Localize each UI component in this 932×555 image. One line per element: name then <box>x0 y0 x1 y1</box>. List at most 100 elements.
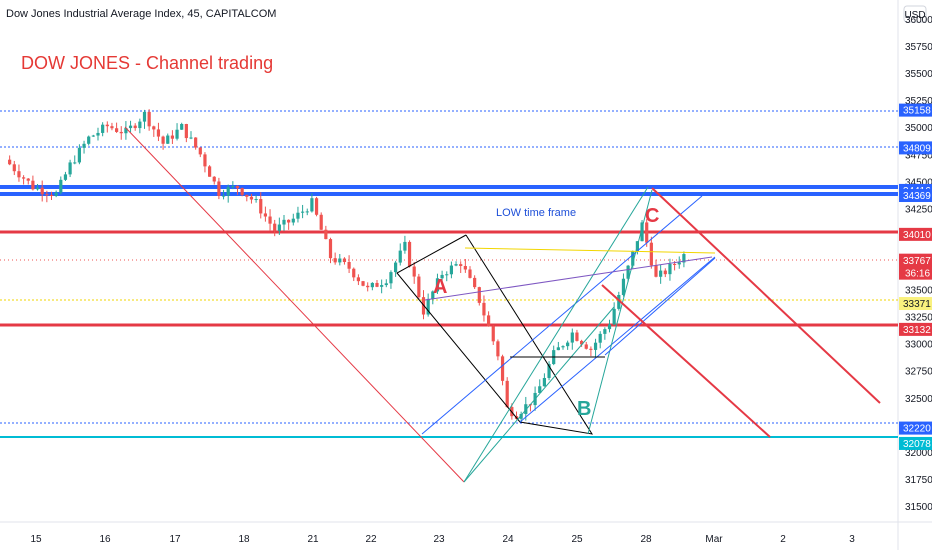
candle-body <box>580 340 584 345</box>
candle-body <box>105 124 109 127</box>
candle-body <box>538 386 542 393</box>
price-tick-label: 31500 <box>905 502 932 513</box>
candle-body <box>305 211 309 213</box>
trend-drawings <box>124 126 881 483</box>
yellow-triangle-line <box>464 247 716 254</box>
price-tag <box>899 421 932 435</box>
candle-body <box>370 282 374 288</box>
candle-body <box>361 281 365 286</box>
price-tag-label: 32220 <box>903 424 931 435</box>
time-tick-label: 2 <box>780 534 786 545</box>
candle-body <box>593 342 598 350</box>
candle-body <box>542 377 546 387</box>
price-tick-label: 33250 <box>905 313 932 324</box>
candle-body <box>287 219 291 223</box>
candle-body <box>231 185 235 188</box>
candle-body <box>133 125 137 129</box>
price-tag-label: 35158 <box>903 106 931 117</box>
candle-body <box>235 185 240 189</box>
candle-body <box>487 315 491 327</box>
candle-body <box>147 111 151 127</box>
blue-channel-upper <box>421 195 703 435</box>
price-tag <box>899 297 932 311</box>
point-label-c: C <box>645 205 659 227</box>
price-tick-label: 35250 <box>905 96 932 107</box>
candle-body <box>412 266 416 277</box>
bar-countdown: 36:16 <box>905 269 930 280</box>
time-tick-label: 28 <box>640 534 652 545</box>
candle-body <box>431 291 435 299</box>
price-tag-label: 34369 <box>903 191 931 202</box>
candle-body <box>40 187 44 195</box>
time-tick-label: 21 <box>307 534 319 545</box>
price-tag <box>899 103 932 117</box>
candle-body <box>217 181 221 196</box>
price-tag <box>899 141 932 155</box>
price-axis[interactable]: USD 315003175032000322503250032750330003… <box>899 5 932 513</box>
candle-body <box>454 264 458 266</box>
candle-body <box>189 137 193 139</box>
candle-body <box>473 277 477 288</box>
candle-body <box>403 241 407 251</box>
candle-body <box>649 242 653 266</box>
candle-body <box>17 171 21 178</box>
candle-body <box>589 348 593 350</box>
candle-body <box>598 333 602 343</box>
price-tag-label: 32078 <box>903 439 931 450</box>
candle-body <box>621 278 626 296</box>
candle-body <box>221 195 226 197</box>
candle-body <box>631 250 635 266</box>
candle-body <box>333 258 337 263</box>
candle-body <box>110 126 114 129</box>
candle-body <box>547 364 551 378</box>
candle-body <box>49 194 54 196</box>
price-tick-label: 32000 <box>905 448 932 459</box>
candle-body <box>254 199 258 201</box>
price-tag <box>899 322 932 336</box>
candle-body <box>324 229 328 240</box>
candle-body <box>263 213 267 217</box>
candle-body <box>175 129 179 139</box>
candle-body <box>477 287 481 303</box>
price-tick-label: 36000 <box>905 15 932 26</box>
candle-body <box>282 219 286 225</box>
candle-body <box>119 131 123 134</box>
candle-body <box>505 380 509 408</box>
candle-body <box>96 132 100 136</box>
green-fan-line-3 <box>587 189 653 435</box>
candle-body <box>584 344 588 349</box>
candle-body <box>310 198 314 212</box>
candle-body <box>640 222 644 242</box>
candle-body <box>87 136 91 144</box>
main-down-channel-line <box>124 126 465 483</box>
candle-body <box>91 135 95 137</box>
candle-body <box>491 326 495 342</box>
candle-body <box>440 274 444 279</box>
candle-body <box>659 270 663 277</box>
candle-body <box>245 194 249 197</box>
candle-body <box>249 196 254 200</box>
time-tick-label: 15 <box>30 534 42 545</box>
candle-body <box>152 126 156 130</box>
candle-body <box>166 135 170 144</box>
candle-body <box>198 147 202 155</box>
point-label-b: B <box>577 398 591 420</box>
candle-body <box>12 164 16 172</box>
candle-body <box>314 198 319 215</box>
candle-body <box>352 268 356 278</box>
time-axis[interactable]: 15 16 17 18 21 22 23 24 25 28 Mar 2 3 <box>30 534 855 545</box>
candle-body <box>259 199 263 214</box>
currency-label: USD <box>904 10 925 21</box>
time-tick-label: 22 <box>365 534 377 545</box>
chart-headline: DOW JONES - Channel trading <box>21 53 273 73</box>
candle-body <box>449 265 453 275</box>
candle-body <box>570 332 574 343</box>
candle-body <box>128 125 133 129</box>
candle-body <box>356 277 360 282</box>
candle-body <box>156 129 161 137</box>
candle-body <box>277 224 281 231</box>
green-fan-line-1 <box>463 186 649 483</box>
candle-body <box>59 179 63 193</box>
currency-button[interactable]: USD <box>903 5 927 23</box>
